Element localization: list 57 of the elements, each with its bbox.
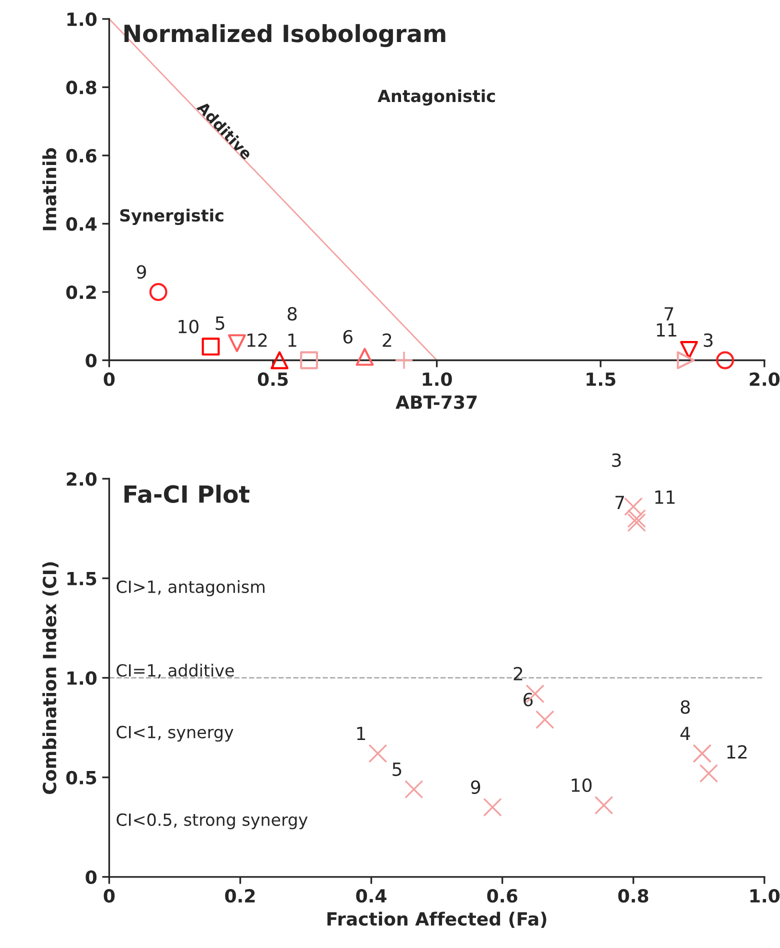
annotation: 8 [680, 700, 690, 714]
annotation: 1 [288, 334, 296, 347]
y-tick-label: 0.8 [66, 80, 96, 94]
y-tick-label: 0 [86, 870, 97, 884]
annotation: 9 [471, 780, 480, 794]
x-tick-label: 0 [104, 889, 115, 903]
x-tick-label: 0.4 [356, 889, 386, 903]
chart-title: Normalized Isobologram [124, 24, 446, 48]
annotation: CI>1, antagonism [116, 580, 264, 596]
y-tick-label: 0 [86, 354, 97, 368]
annotation: 7 [616, 496, 624, 510]
y-tick-label: 1.0 [67, 12, 97, 26]
annotation: 10 [178, 320, 198, 334]
annotation: 5 [392, 762, 402, 776]
annotation: Synergistic [120, 208, 224, 226]
annotation: 2 [514, 666, 522, 680]
annotation: CI<1, synergy [116, 726, 234, 742]
y-tick-label: 2.0 [66, 472, 97, 486]
annotation: 4 [680, 726, 690, 740]
x-tick-label: 0.2 [225, 889, 255, 903]
annotation: 3 [704, 333, 713, 348]
annotation: 9 [136, 265, 146, 279]
annotation: 11 [656, 323, 676, 337]
y-tick-label: 0.4 [66, 217, 97, 231]
annotation: 3 [612, 453, 621, 467]
annotation: 2 [382, 333, 392, 347]
x-axis-title: ABT-737 [396, 395, 477, 410]
annotation: 6 [524, 692, 533, 706]
chart-title: Fa-CI Plot [124, 484, 250, 503]
annotation: CI=1, additive [116, 664, 234, 678]
y-axis-title: Imatinib [42, 148, 56, 230]
annotation: 11 [655, 490, 675, 504]
annotation: 12 [247, 333, 267, 347]
x-tick-label: 0.8 [618, 889, 648, 903]
x-tick-label: 1.5 [586, 372, 616, 386]
x-tick-label: 0.6 [487, 889, 518, 903]
x-axis-title: Fraction Affected (Fa) [327, 912, 546, 928]
annotation: 7 [664, 307, 674, 320]
annotation: Antagonistic [378, 89, 495, 106]
x-tick-label: 0.5 [258, 372, 288, 386]
annotation: 1 [357, 726, 366, 740]
y-tick-label: 0.2 [66, 285, 96, 300]
x-tick-label: 1.0 [422, 372, 452, 386]
y-tick-label: 0.6 [66, 148, 96, 163]
x-tick-label: 2.0 [750, 372, 780, 386]
x-tick-label: 1.0 [750, 889, 780, 903]
annotation: 10 [572, 778, 592, 792]
annotation: 6 [343, 330, 352, 344]
annotation: 12 [727, 745, 747, 759]
y-axis-title: Combination Index (CI) [42, 562, 58, 794]
annotation: CI<0.5, strong synergy [116, 813, 308, 830]
annotation: 8 [288, 306, 297, 321]
x-tick-label: 0 [104, 372, 115, 386]
y-tick-label: 0.5 [66, 770, 96, 784]
y-tick-label: 1.0 [67, 671, 97, 685]
annotation: 5 [216, 316, 224, 330]
y-tick-label: 1.5 [67, 572, 96, 586]
